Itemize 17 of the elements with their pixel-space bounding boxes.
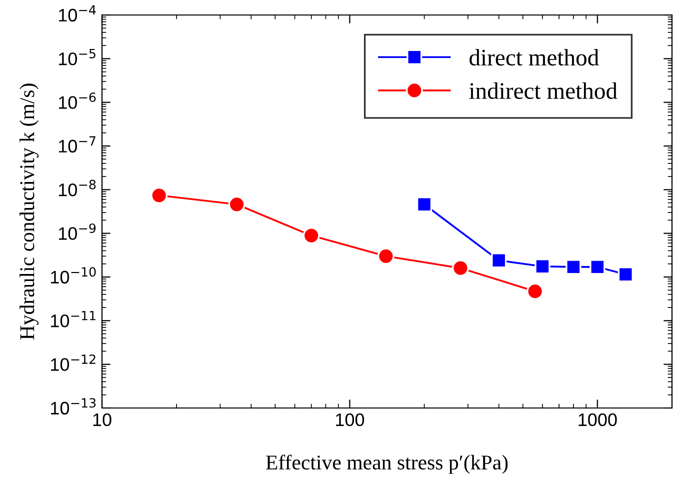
y-tick-label: 10$^{−6}$ — [58, 92, 96, 109]
x-tick-label: 100 — [336, 413, 364, 426]
y-tick-label: 10$^{−11}$ — [51, 310, 96, 328]
y-axis-title: Hydraulic conductivity k (m/s) — [20, 84, 39, 340]
legend-label: direct method — [470, 48, 599, 66]
x-tick-label: 1000 — [578, 413, 617, 426]
y-tick-label: 10$^{−8}$ — [58, 180, 96, 196]
y-tick-label: 10$^{−10}$ — [51, 267, 96, 284]
y-tick-label: 10$^{−9}$ — [58, 223, 96, 240]
y-tick-label: 10$^{−7}$ — [58, 136, 96, 153]
y-tick-label: 10$^{−12}$ — [51, 354, 96, 371]
x-tick-label: 10 — [93, 413, 112, 426]
y-tick-label: 10$^{−5}$ — [58, 48, 96, 66]
legend-label: indirect method — [469, 82, 618, 99]
y-tick-label: 10$^{−13}$ — [51, 398, 96, 415]
y-tick-label: 10$^{−4}$ — [58, 5, 96, 22]
x-axis-title: Effective mean stress p′(kPa) — [266, 454, 508, 474]
